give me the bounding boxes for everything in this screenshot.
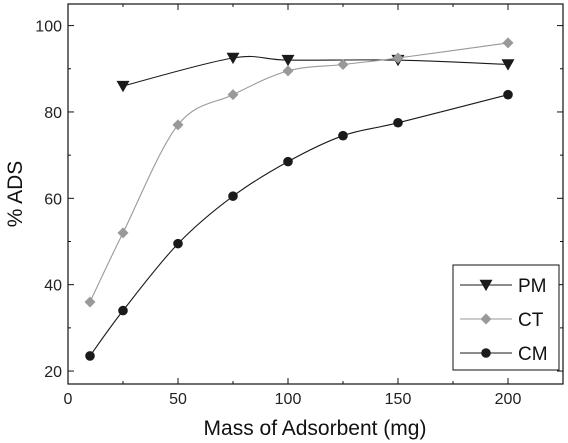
data-point-ct bbox=[227, 89, 239, 101]
series-layer bbox=[84, 37, 515, 361]
x-tick-label: 50 bbox=[169, 391, 187, 408]
legend-label-pm: PM bbox=[518, 276, 547, 297]
data-point-cm bbox=[283, 156, 293, 167]
x-axis-label: Mass of Adsorbent (mg) bbox=[204, 417, 427, 440]
y-tick-label: 20 bbox=[44, 364, 62, 381]
x-tick-label: 0 bbox=[64, 391, 73, 408]
series-line-pm bbox=[122, 55, 509, 87]
plot-frame bbox=[67, 3, 564, 385]
data-point-ct bbox=[117, 227, 129, 239]
series-line-cm bbox=[89, 94, 509, 357]
x-tick-label: 100 bbox=[275, 391, 302, 408]
data-point-ct bbox=[84, 296, 96, 308]
data-point-ct bbox=[392, 52, 404, 64]
legend-label-ct: CT bbox=[518, 310, 544, 331]
data-point-ct bbox=[337, 58, 349, 70]
data-point-cm bbox=[228, 191, 238, 201]
data-point-pm bbox=[226, 52, 240, 65]
data-point-pm bbox=[281, 54, 295, 67]
y-axis-label: % ADS bbox=[4, 161, 27, 228]
data-point-cm bbox=[173, 238, 183, 249]
data-point-ct bbox=[282, 65, 294, 77]
data-point-pm bbox=[501, 59, 515, 71]
y-tick-label: 80 bbox=[44, 105, 62, 122]
data-point-cm bbox=[338, 130, 348, 141]
y-tick-label: 100 bbox=[35, 19, 62, 36]
data-point-cm bbox=[503, 89, 513, 100]
x-tick-label: 150 bbox=[385, 391, 412, 408]
x-tick-label: 200 bbox=[495, 391, 522, 408]
legend-marker-pm bbox=[479, 279, 493, 292]
legend: PM CT CM bbox=[452, 264, 560, 371]
data-point-cm bbox=[118, 305, 128, 316]
data-point-ct bbox=[172, 119, 184, 131]
data-point-cm bbox=[393, 117, 403, 128]
y-tick-label: 40 bbox=[44, 278, 62, 295]
axes: 0 50 100 150 200 20 40 60 80 100 bbox=[35, 4, 564, 408]
y-tick-label: 60 bbox=[44, 191, 62, 208]
data-point-pm bbox=[116, 80, 130, 93]
legend-marker-cm bbox=[481, 348, 491, 358]
legend-label-cm: CM bbox=[518, 344, 548, 365]
data-point-ct bbox=[502, 37, 514, 49]
series-line-ct bbox=[89, 42, 509, 303]
data-point-cm bbox=[85, 351, 95, 361]
legend-marker-ct bbox=[480, 313, 492, 325]
